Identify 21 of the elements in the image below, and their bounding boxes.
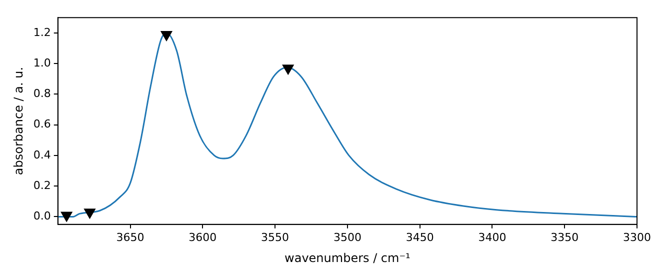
y-tick-label: 1.0 [33, 56, 51, 70]
x-tick-label: 3500 [333, 230, 362, 244]
x-axis-title: wavenumbers / cm⁻¹ [284, 250, 411, 265]
point [160, 30, 172, 41]
x-tick-label: 3350 [550, 230, 579, 244]
x-tick-label: 3550 [261, 230, 290, 244]
y-axis-title: absorbance / a. u. [11, 66, 26, 176]
y-tick-label: 0.6 [33, 118, 51, 131]
x-tick-label: 3300 [623, 230, 652, 244]
x-tick-label: 3400 [478, 230, 506, 244]
point [84, 208, 96, 219]
point [282, 64, 294, 75]
y-tick-label: 0.4 [33, 148, 51, 162]
y-tick-label: 0.2 [33, 178, 51, 192]
y-tick-label: 0.0 [33, 210, 51, 223]
x-tick-label: 3600 [188, 230, 217, 244]
x-tick-label: 3450 [406, 230, 434, 244]
x-tick-label: 3650 [116, 230, 144, 244]
y-tick-label: 0.8 [33, 87, 51, 100]
point [60, 212, 72, 222]
y-tick-label: 1.2 [33, 26, 51, 39]
